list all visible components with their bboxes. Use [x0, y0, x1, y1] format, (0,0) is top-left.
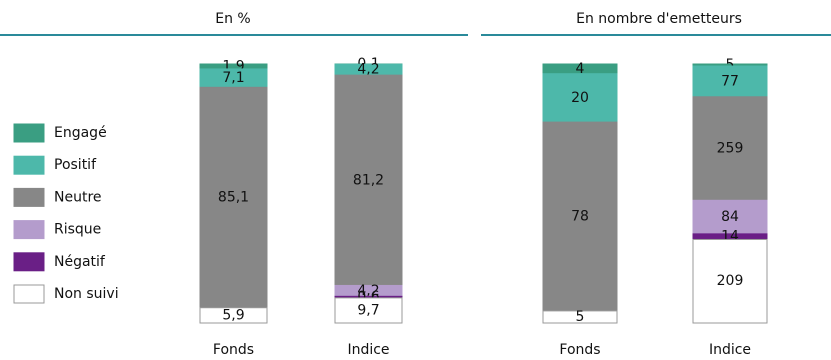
x-tick-label: Fonds: [559, 342, 600, 356]
legend-swatch: [14, 124, 44, 142]
value-label: 78: [571, 208, 589, 224]
x-tick-label: Indice: [709, 342, 751, 356]
legend-label: Engagé: [54, 125, 107, 141]
legend-swatch: [14, 221, 44, 239]
value-label: 5: [576, 309, 585, 325]
legend-swatch: [14, 188, 44, 206]
legend-label: Risque: [54, 222, 101, 238]
value-label: 77: [721, 73, 739, 89]
legend-swatch: [14, 253, 44, 271]
value-label: 209: [717, 273, 744, 289]
legend-swatch: [14, 285, 44, 303]
value-label: 85,1: [218, 190, 249, 206]
value-label: 7,1: [222, 70, 244, 86]
x-tick-label: Fonds: [213, 342, 254, 356]
value-label: 5,9: [222, 307, 244, 323]
legend-label: Neutre: [54, 189, 102, 205]
legend-label: Non suivi: [54, 286, 119, 302]
legend-swatch: [14, 156, 44, 174]
legend-label: Négatif: [54, 254, 106, 270]
value-label: 9,7: [357, 302, 379, 318]
value-label: 259: [717, 141, 744, 157]
panel-title: En %: [215, 11, 250, 27]
value-label: 84: [721, 209, 739, 225]
x-tick-label: Indice: [347, 342, 389, 356]
panel-title: En nombre d'emetteurs: [576, 11, 742, 27]
value-label: 81,2: [353, 172, 384, 188]
value-label: 20: [571, 90, 589, 106]
legend-label: Positif: [54, 157, 97, 173]
